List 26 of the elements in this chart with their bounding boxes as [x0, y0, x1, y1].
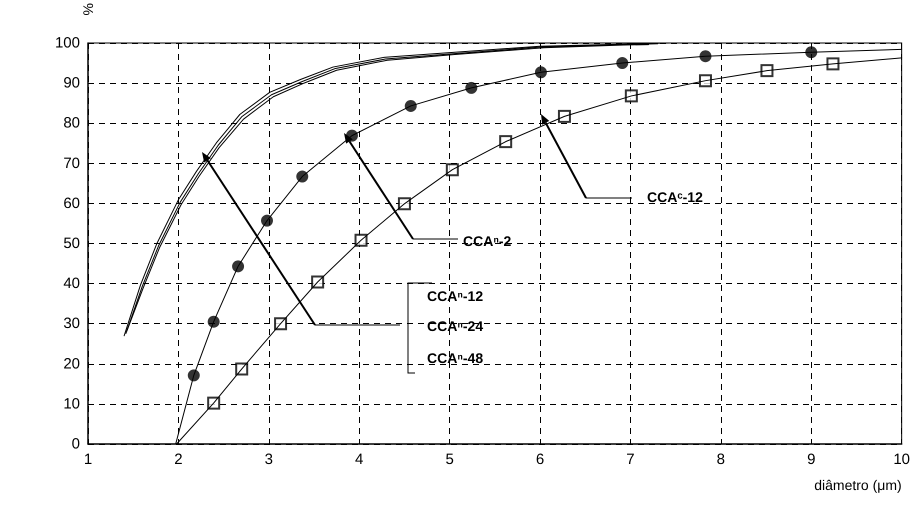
x-tick-label: 2 [174, 451, 183, 468]
x-tick-label: 4 [355, 451, 364, 468]
y-tick-label: 60 [63, 194, 80, 212]
annotation: CCAⁿ-48 [427, 350, 484, 366]
y-tick-label: 0 [72, 436, 80, 452]
y-tick-label: 50 [63, 235, 80, 252]
y-axis-title: % [80, 3, 96, 16]
x-axis-title: diâmetro (μm) [814, 477, 902, 493]
y-tick-label: 10 [63, 395, 80, 412]
annotation: CCAⁿ-12 [427, 288, 484, 304]
y-tick-label: 40 [63, 275, 80, 292]
x-tick-label: 5 [445, 451, 454, 468]
x-tick-label: 3 [264, 451, 273, 468]
y-tick-label: 70 [63, 154, 80, 172]
y-tick-label: 80 [63, 114, 80, 132]
x-tick-label: 10 [893, 451, 910, 468]
annotation: CCAᶜ-12 [647, 189, 704, 205]
y-tick-label: 100 [54, 34, 80, 52]
y-tick-label: 20 [63, 355, 80, 372]
x-tick-label: 6 [536, 451, 544, 468]
y-tick-label: 90 [63, 74, 80, 92]
x-tick-label: 8 [716, 451, 726, 468]
x-tick-label: 9 [807, 451, 816, 468]
x-tick-label: 7 [626, 451, 635, 468]
x-tick-label: 1 [84, 451, 92, 468]
y-tick-label: 30 [63, 315, 80, 332]
